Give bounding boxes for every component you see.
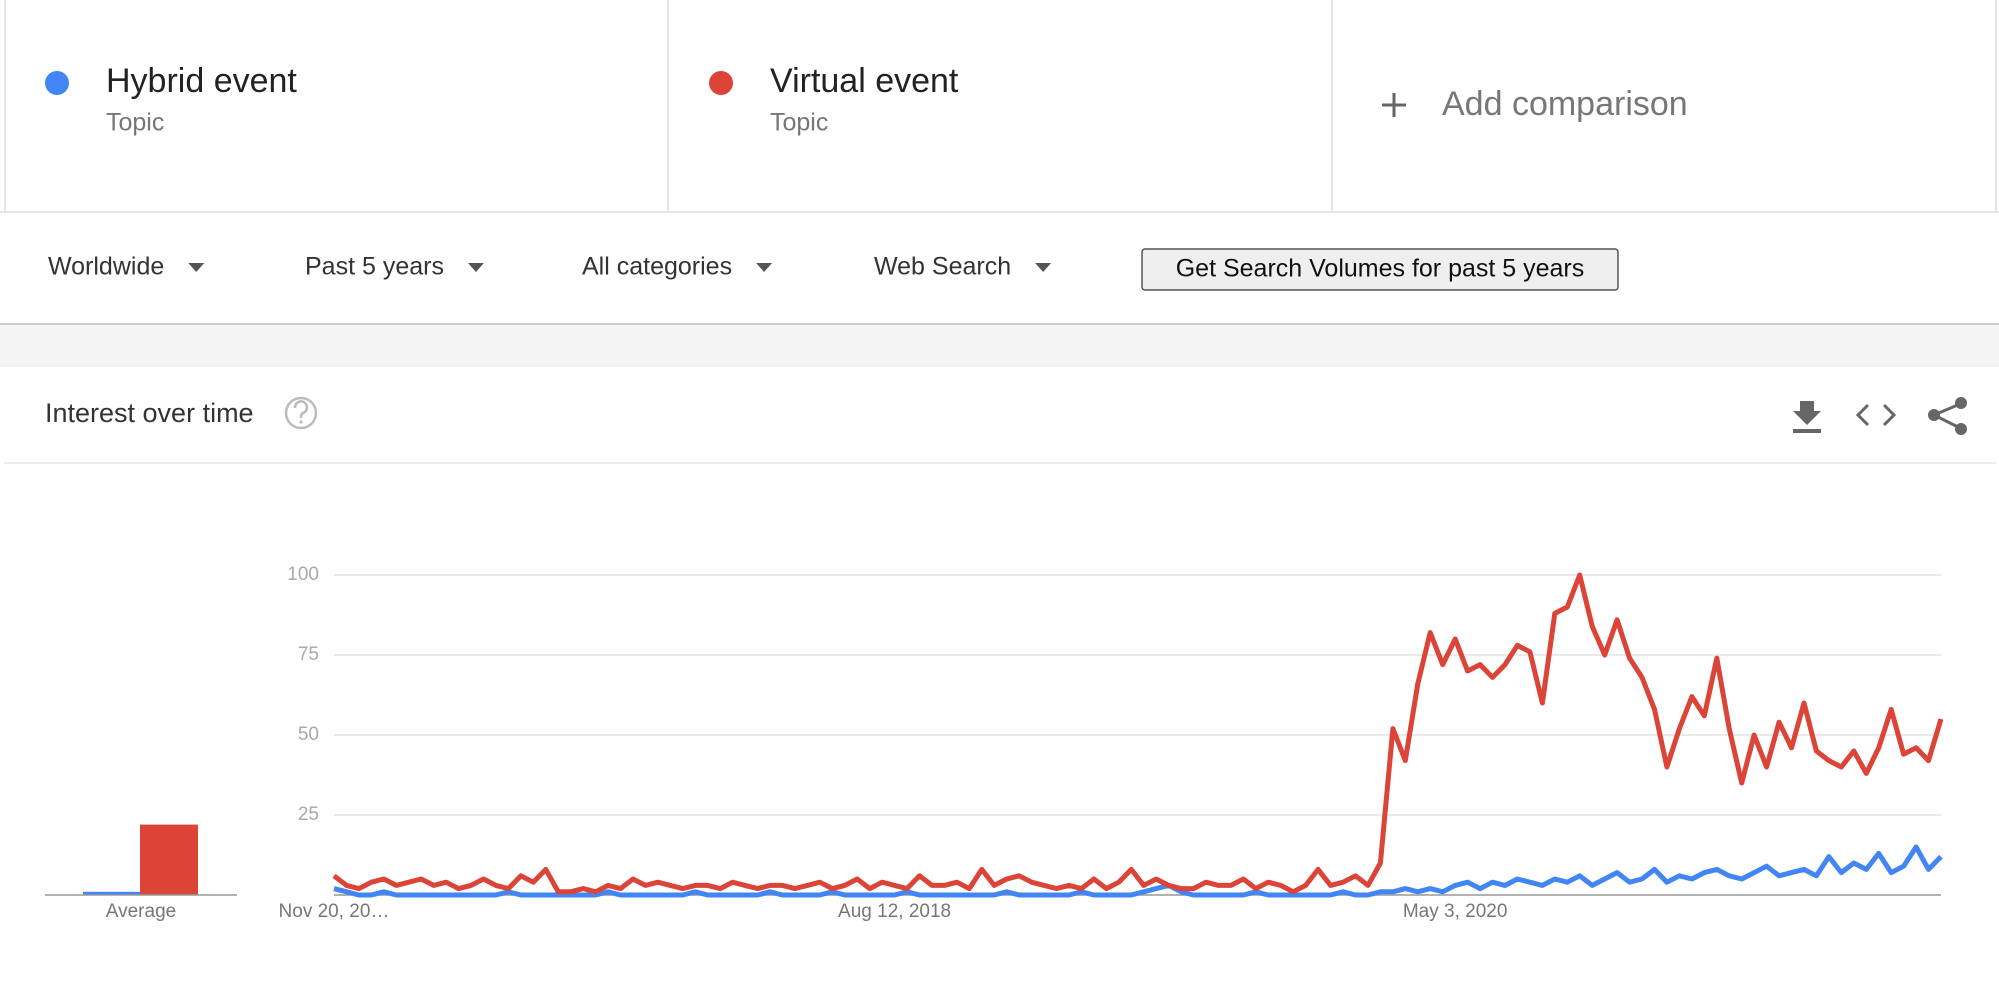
filter-label[interactable]: Web Search — [874, 253, 1011, 281]
panel-title: Interest over time — [45, 398, 254, 428]
y-tick-label: 25 — [298, 804, 319, 825]
series-line — [332, 572, 1944, 895]
share-glyph — [1955, 423, 1967, 435]
dropdown-arrow[interactable] — [1035, 263, 1052, 272]
button-box — [1141, 248, 1619, 291]
term-name: Hybrid event — [106, 62, 297, 100]
help-icon[interactable] — [284, 396, 318, 430]
legend-dot — [45, 71, 69, 95]
panel — [4, 367, 1996, 979]
dropdown-arrow[interactable] — [188, 263, 205, 272]
dropdown-arrow[interactable] — [467, 263, 484, 272]
download-glyph — [1793, 401, 1821, 433]
legend-dot — [709, 71, 733, 95]
term-type: Topic — [770, 109, 828, 137]
embed-glyph — [1855, 403, 1897, 427]
y-tick-label: 50 — [298, 724, 319, 745]
embed-icon[interactable] — [1855, 403, 1897, 427]
help-circle — [284, 396, 318, 430]
x-tick-label: Nov 20, 20… — [279, 901, 390, 922]
add-comparison[interactable]: Add comparison — [1382, 85, 1688, 123]
gray-band — [0, 324, 1999, 367]
series-line — [333, 844, 1943, 898]
search-volume-button[interactable]: Get Search Volumes for past 5 years — [1141, 248, 1619, 291]
help-glyph — [293, 400, 309, 418]
dropdown-arrow[interactable] — [756, 263, 773, 272]
button-label: Get Search Volumes for past 5 years — [1176, 255, 1585, 283]
filter-label[interactable]: Past 5 years — [305, 253, 444, 281]
x-tick-label: Aug 12, 2018 — [838, 901, 951, 922]
filter-label[interactable]: Worldwide — [48, 253, 164, 281]
share-glyph — [1928, 409, 1940, 421]
term-type: Topic — [106, 109, 164, 137]
help-dot — [299, 420, 303, 424]
average-label: Average — [106, 901, 176, 922]
y-tick-label: 75 — [298, 644, 319, 665]
term-name: Virtual event — [770, 62, 959, 100]
filter-label[interactable]: All categories — [582, 253, 732, 281]
average-bar — [83, 891, 141, 895]
share-glyph — [1955, 397, 1967, 409]
add-comparison-label: Add comparison — [1442, 85, 1688, 123]
y-tick-label: 100 — [287, 564, 319, 585]
x-tick-label: May 3, 2020 — [1403, 901, 1508, 922]
average-bar — [140, 824, 198, 895]
share-icon[interactable] — [1928, 397, 1967, 435]
download-icon[interactable] — [1793, 401, 1821, 433]
